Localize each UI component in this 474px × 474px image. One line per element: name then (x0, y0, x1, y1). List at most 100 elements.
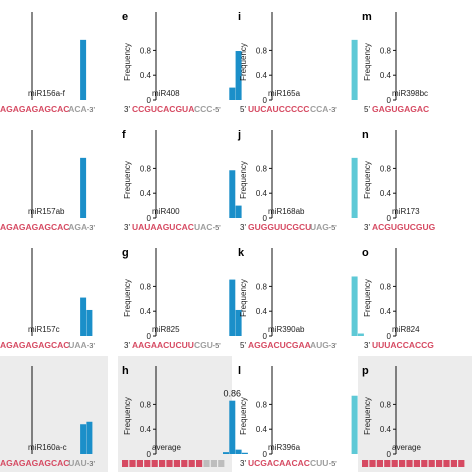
prime-right: -5' (329, 223, 338, 232)
average-strip-cell (159, 460, 166, 467)
prime-right: -3' (87, 459, 96, 468)
prime-right: -3' (329, 105, 338, 114)
sequence-red: AGAGAGAGCAC (0, 222, 69, 232)
y-tick-label: 0 (387, 332, 392, 341)
y-tick-label: 0.8 (380, 282, 392, 291)
bar (229, 400, 236, 454)
average-strip-cell (428, 460, 435, 467)
sequence-gray: UAG (310, 222, 329, 232)
average-strip-cell (136, 460, 143, 467)
y-tick-label: 0.4 (140, 189, 152, 198)
panel-l: l 0 0.4 0.8 Frequency miR396a 3' UCGACAACAC CUU -… (238, 365, 358, 468)
bar (223, 452, 229, 454)
y-tick-label: 0.8 (380, 46, 392, 55)
average-strip-cell (173, 460, 180, 467)
y-tick-label: 0.4 (140, 307, 152, 316)
bar (80, 39, 87, 100)
y-tick-label: 0.8 (140, 164, 152, 173)
mirna-label: miR173 (392, 207, 420, 216)
prime-left: 3' (124, 105, 130, 114)
average-strip-cell (129, 460, 136, 467)
y-axis-title: Frequency (123, 161, 132, 199)
average-strip-cell (166, 460, 173, 467)
bar (235, 51, 242, 100)
average-strip-cell (362, 460, 369, 467)
y-tick-label: 0.8 (140, 282, 152, 291)
sequence-red: UAUAAGUCAC (132, 222, 194, 232)
panel-o: o 0 0.4 0.8 Frequency miR824 3' UUUACCACCG (362, 247, 434, 350)
panel-letter: h (122, 365, 129, 377)
panel-p: p 0 0.4 0.8 Frequency average (358, 356, 472, 472)
mirna-label: miR160a-c (28, 443, 67, 452)
y-tick-label: 0 (263, 96, 268, 105)
prime-left: 3' (364, 223, 370, 232)
sequence-gray: ACA (68, 104, 86, 114)
panel-letter: e (122, 11, 128, 23)
sequence-red: UUUACCACCG (372, 340, 434, 350)
bar (351, 395, 358, 454)
average-strip-cell (196, 460, 203, 467)
mirna-label: miR168ab (268, 207, 305, 216)
y-tick-label: 0.4 (380, 425, 392, 434)
sequence-red: AAGAACUCUU (132, 340, 194, 350)
average-strip-cell (458, 460, 465, 467)
panel-j: j 0 0.4 0.8 Frequency miR168ab 3' GUGGUUCGCUUAG… (237, 129, 358, 232)
y-tick-label: 0.4 (380, 71, 392, 80)
sequence-gray: CCC (194, 104, 212, 114)
y-tick-label: 0 (147, 214, 152, 223)
mirna-label: miR157c (28, 325, 60, 334)
bar (351, 39, 358, 100)
y-tick-label: 0.8 (256, 400, 268, 409)
average-strip-cell (391, 460, 398, 467)
y-axis-title: Frequency (239, 279, 248, 317)
sequence-gray: UAC (194, 222, 212, 232)
panel-i: i 0 0.4 0.8 Frequency miR165a 5' UUCAUCCCCC CCA -… (238, 11, 358, 114)
y-axis-title: Frequency (239, 161, 248, 199)
average-strip-cell (181, 460, 188, 467)
prime-right: -3' (87, 341, 96, 350)
y-tick-label: 0 (263, 450, 268, 459)
prime-right: -5' (213, 341, 222, 350)
average-strip-cell (399, 460, 406, 467)
prime-right: -3' (87, 223, 96, 232)
y-tick-label: 0 (387, 214, 392, 223)
sequence-gray: CCA (310, 104, 328, 114)
y-tick-label: 0 (263, 332, 268, 341)
panel-letter: l (238, 365, 241, 377)
panel-letter: f (122, 129, 126, 141)
y-tick-label: 0.8 (140, 46, 152, 55)
sequence-red: AGAGAGAGCAC (0, 340, 69, 350)
prime-right: -5' (213, 223, 222, 232)
prime-right: -5' (329, 459, 338, 468)
bar (235, 205, 242, 218)
mirna-label: miR165a (268, 89, 301, 98)
sequence-gray: AUG (310, 340, 329, 350)
y-tick-label: 0 (387, 450, 392, 459)
y-tick-label: 0.4 (256, 71, 268, 80)
bar (351, 157, 358, 218)
prime-left: 3' (124, 341, 130, 350)
prime-left: 3' (364, 341, 370, 350)
average-strip-cell (443, 460, 450, 467)
y-axis-title: Frequency (363, 279, 372, 317)
panel-f: f 0 0.4 0.8 Frequency miR400 3' UAUAAGUCAC UAC -5… (122, 129, 242, 232)
mirna-label: average (392, 443, 421, 452)
panel-letter: m (362, 11, 372, 23)
y-axis-title: Frequency (363, 161, 372, 199)
panel-m: m 0 0.4 0.8 Frequency miR398bc 5' GAGUGAGAC (362, 11, 429, 114)
bar (229, 279, 236, 336)
average-strip-cell (369, 460, 376, 467)
y-tick-label: 0 (263, 214, 268, 223)
average-strip-cell (203, 460, 210, 467)
mirna-label: miR390ab (268, 325, 305, 334)
prime-left: 3' (240, 459, 246, 468)
average-strip-cell (406, 460, 413, 467)
average-strip-cell (122, 460, 129, 467)
panel-letter: p (362, 365, 369, 377)
y-axis-title: Frequency (239, 43, 248, 81)
y-tick-label: 0 (147, 332, 152, 341)
sequence-red: AGAGAGAGCAC (0, 104, 69, 114)
y-tick-label: 0.4 (140, 425, 152, 434)
sequence-gray: CUU (310, 458, 328, 468)
